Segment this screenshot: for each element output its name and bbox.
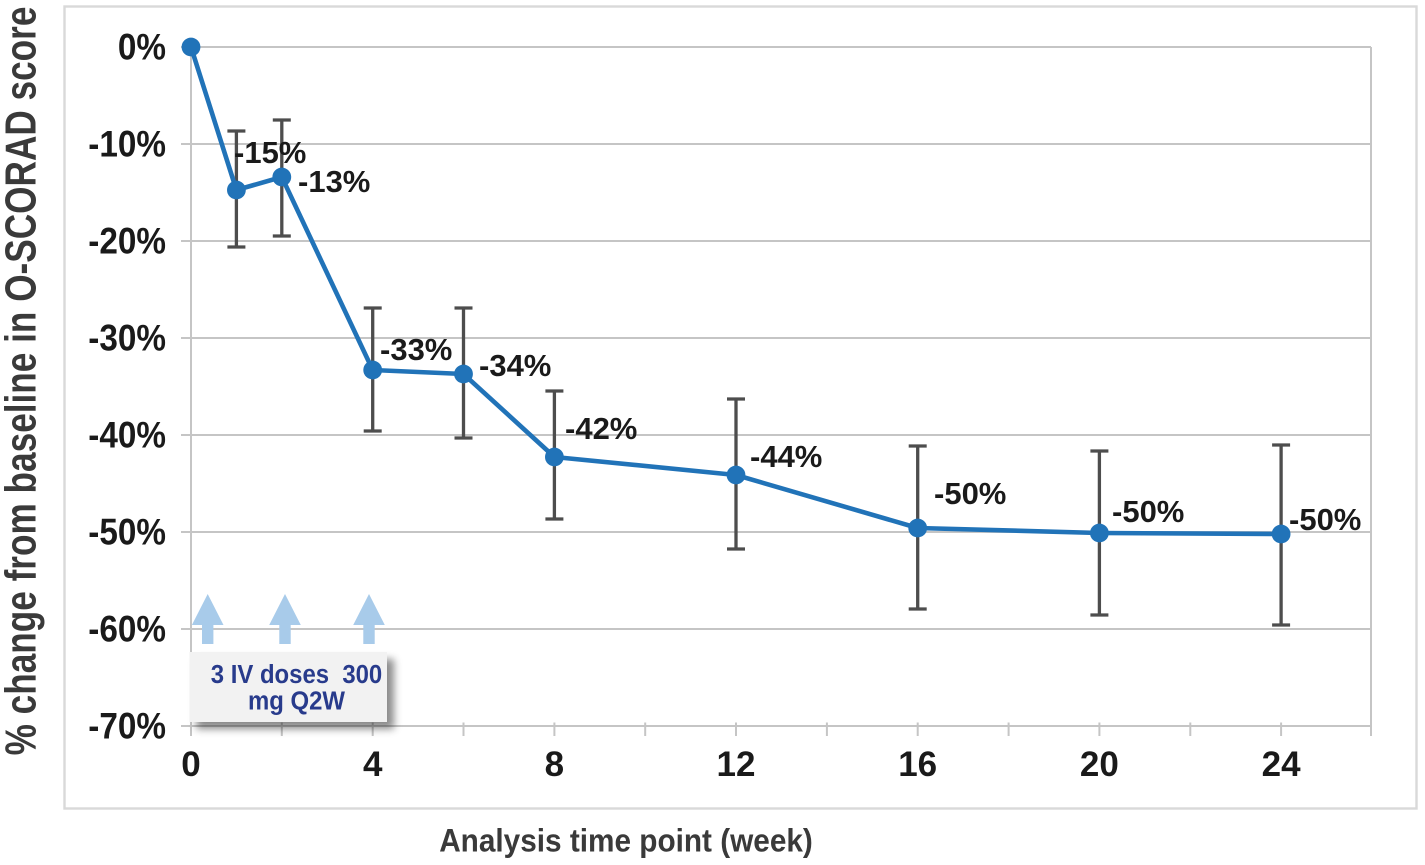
svg-text:0%: 0% bbox=[118, 27, 166, 68]
svg-text:3 IV doses 300: 3 IV doses 300 bbox=[211, 660, 382, 689]
svg-text:-50%: -50% bbox=[1112, 494, 1184, 529]
svg-text:mg Q2W: mg Q2W bbox=[248, 687, 345, 716]
svg-text:-20%: -20% bbox=[88, 221, 166, 262]
svg-text:-10%: -10% bbox=[88, 124, 166, 165]
svg-text:-40%: -40% bbox=[88, 415, 166, 456]
svg-text:4: 4 bbox=[363, 745, 383, 784]
svg-text:16: 16 bbox=[898, 745, 937, 784]
svg-text:% change from baseline in O-SC: % change from baseline in O-SCORAD score bbox=[0, 7, 45, 756]
svg-text:-70%: -70% bbox=[88, 706, 166, 747]
svg-text:0: 0 bbox=[181, 745, 200, 784]
svg-text:-50%: -50% bbox=[934, 476, 1006, 511]
svg-text:-30%: -30% bbox=[88, 318, 166, 359]
svg-text:-50%: -50% bbox=[88, 512, 166, 553]
svg-text:20: 20 bbox=[1080, 745, 1119, 784]
svg-text:-15%: -15% bbox=[234, 135, 306, 170]
svg-text:-42%: -42% bbox=[565, 411, 637, 446]
svg-text:12: 12 bbox=[717, 745, 756, 784]
svg-text:Analysis time point (week): Analysis time point (week) bbox=[439, 823, 813, 859]
svg-text:-33%: -33% bbox=[380, 332, 452, 367]
svg-text:-60%: -60% bbox=[88, 609, 166, 650]
svg-text:24: 24 bbox=[1262, 745, 1301, 784]
svg-text:-34%: -34% bbox=[479, 348, 551, 383]
svg-text:-50%: -50% bbox=[1289, 502, 1361, 537]
svg-text:-44%: -44% bbox=[750, 439, 822, 474]
svg-text:-13%: -13% bbox=[298, 164, 370, 199]
svg-text:8: 8 bbox=[545, 745, 564, 784]
